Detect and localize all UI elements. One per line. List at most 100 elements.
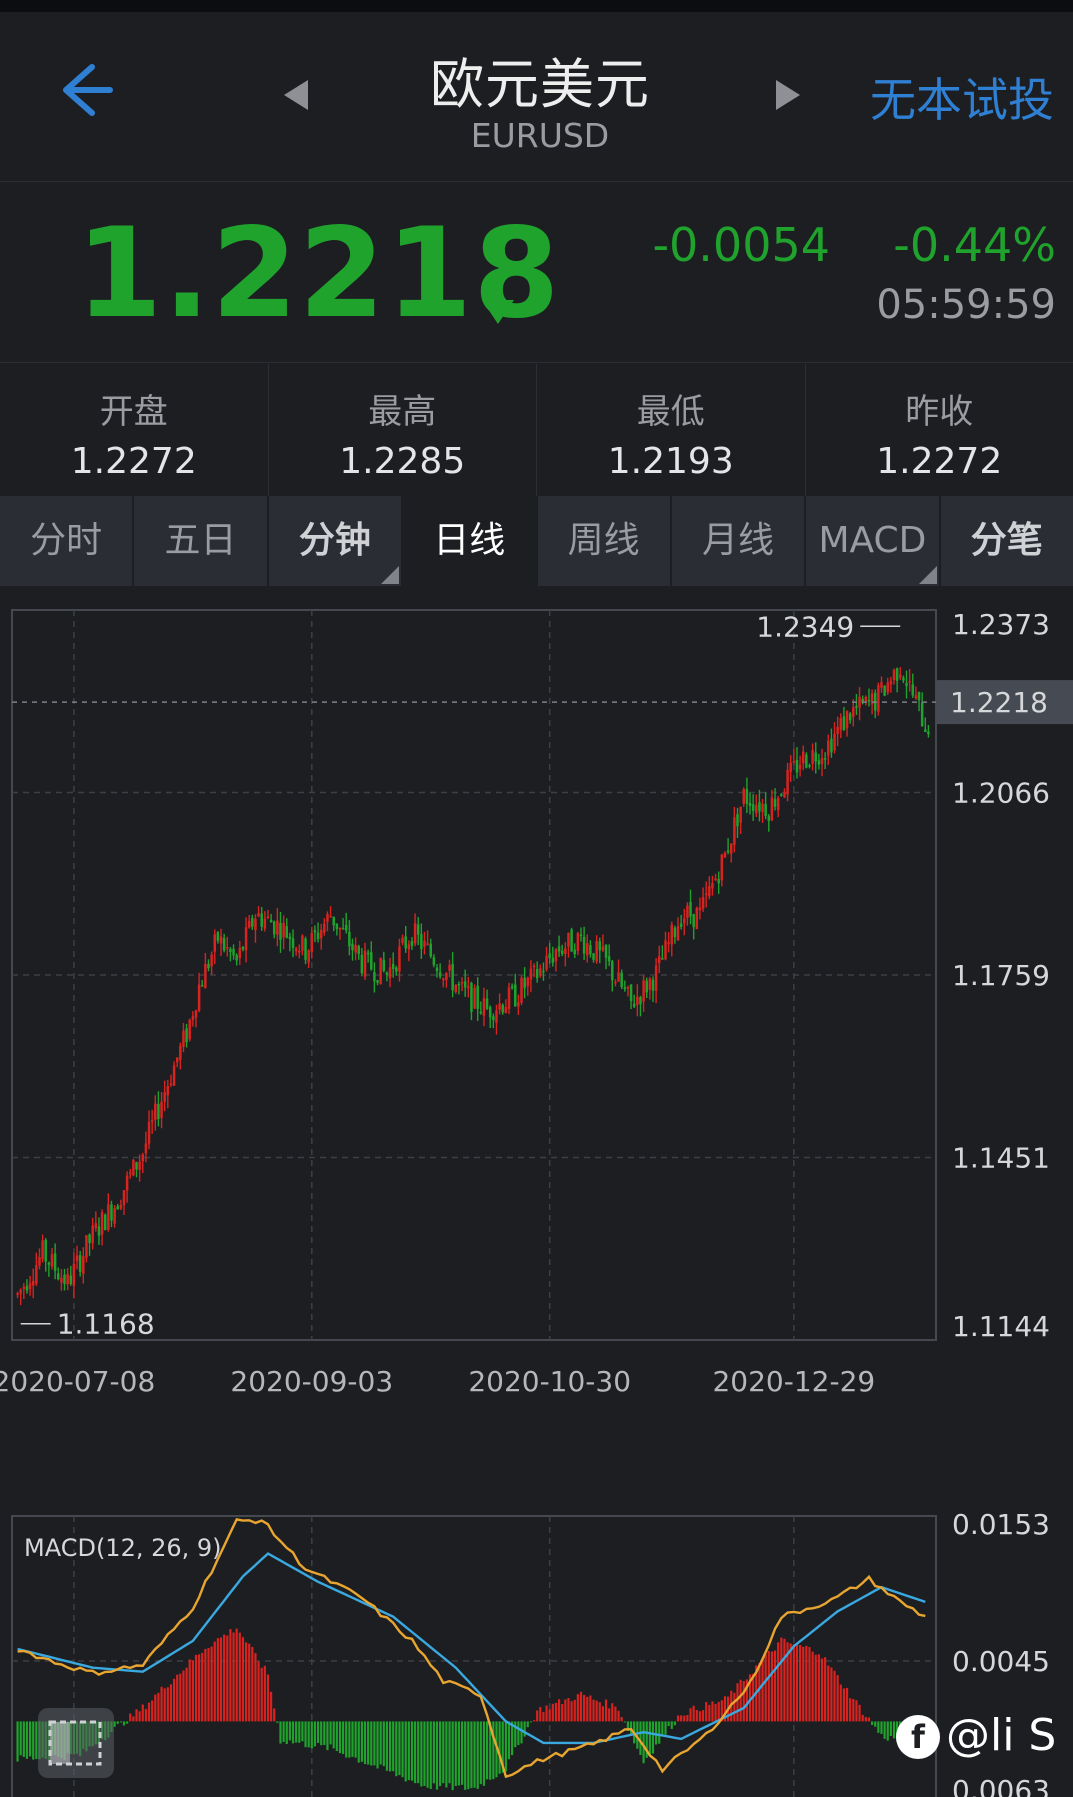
candle-body bbox=[651, 979, 655, 991]
macd-hist-bar bbox=[473, 1721, 476, 1788]
candle-body bbox=[125, 1175, 129, 1191]
candle-body bbox=[451, 964, 454, 991]
candle-body bbox=[911, 684, 915, 696]
candle-body bbox=[614, 981, 617, 984]
macd-hist-bar bbox=[439, 1721, 442, 1787]
next-symbol-icon[interactable] bbox=[768, 70, 808, 120]
candle-body bbox=[723, 852, 727, 858]
down-arrow-icon bbox=[482, 272, 514, 324]
candle-body bbox=[28, 1283, 32, 1290]
macd-hist-bar bbox=[28, 1721, 32, 1757]
candle-body bbox=[902, 677, 905, 681]
candle-body bbox=[53, 1253, 57, 1271]
candle-body bbox=[789, 762, 792, 772]
candle-body bbox=[664, 940, 667, 960]
macd-hist-bar bbox=[764, 1654, 767, 1722]
candle-body bbox=[416, 924, 420, 935]
candle-body bbox=[495, 1010, 498, 1023]
candle-body bbox=[517, 1002, 520, 1007]
macd-hist-bar bbox=[301, 1721, 304, 1742]
high-marker-label: 1.2349 bbox=[756, 610, 854, 643]
tab-daily[interactable]: 日线 bbox=[403, 496, 538, 586]
back-arrow-icon[interactable] bbox=[48, 55, 118, 125]
macd-hist-bar bbox=[266, 1674, 270, 1722]
chart-area[interactable]: 1.2349 1.1168 1.2373 1.2066 1.1759 1.1451 1.1… bbox=[0, 586, 1073, 1797]
quote-panel bbox=[0, 183, 1073, 363]
candle-body bbox=[589, 945, 592, 955]
candle-body bbox=[817, 760, 821, 765]
tab-label: 月线 bbox=[702, 520, 775, 561]
candle-body bbox=[22, 1286, 26, 1289]
candle-body bbox=[432, 957, 436, 966]
macd-hist-bar bbox=[855, 1700, 858, 1722]
candle-body bbox=[60, 1277, 63, 1283]
macd-hist-bar bbox=[498, 1721, 501, 1774]
tab-weekly[interactable]: 周线 bbox=[538, 496, 672, 586]
candle-body bbox=[166, 1086, 170, 1096]
macd-hist-bar bbox=[745, 1679, 748, 1722]
candle-body bbox=[473, 987, 476, 1009]
tab-intraday[interactable]: 分时 bbox=[0, 496, 135, 586]
trial-trade-button[interactable]: 无本试投 bbox=[870, 73, 1054, 127]
candle-body bbox=[276, 920, 279, 935]
tab-monthly[interactable]: 月线 bbox=[672, 496, 807, 586]
macd-hist-bar bbox=[122, 1721, 126, 1726]
candle-body bbox=[398, 946, 401, 972]
tab-ticks[interactable]: 分笔 bbox=[941, 496, 1073, 586]
candle-body bbox=[326, 914, 329, 922]
macd-hist-bar bbox=[138, 1711, 141, 1722]
macd-hist-bar bbox=[748, 1674, 752, 1722]
macd-hist-bar bbox=[526, 1721, 529, 1728]
macd-hist-bar bbox=[564, 1699, 567, 1722]
price-tick-label: 1.2066 bbox=[952, 777, 1050, 810]
candle-body bbox=[141, 1154, 145, 1162]
macd-hist-bar bbox=[858, 1704, 861, 1722]
macd-hist-bar bbox=[316, 1721, 320, 1743]
tab-label: 分笔 bbox=[970, 520, 1043, 561]
candle-body bbox=[279, 922, 282, 940]
macd-hist-bar bbox=[235, 1628, 238, 1722]
tab-minute[interactable]: 分钟 bbox=[269, 496, 404, 586]
candle-body bbox=[601, 946, 605, 951]
tab-label: 五日 bbox=[164, 520, 237, 561]
macd-hist-bar bbox=[313, 1721, 317, 1747]
candle-body bbox=[742, 789, 746, 804]
candle-body bbox=[304, 938, 307, 960]
macd-hist-bar bbox=[35, 1721, 38, 1760]
candle-body bbox=[488, 1007, 492, 1018]
macd-hist-bar bbox=[689, 1708, 692, 1722]
price-tick-label: 1.1144 bbox=[952, 1310, 1050, 1343]
candle-body bbox=[370, 952, 373, 970]
screenshot-icon[interactable] bbox=[38, 1708, 114, 1778]
candle-body bbox=[429, 943, 432, 957]
macd-hist-bar bbox=[367, 1721, 370, 1765]
macd-hist-bar bbox=[573, 1699, 576, 1722]
tab-macd[interactable]: MACD bbox=[806, 496, 941, 586]
candle-body bbox=[57, 1273, 60, 1280]
macd-hist-bar bbox=[658, 1721, 661, 1744]
macd-hist-bar bbox=[357, 1721, 360, 1763]
macd-hist-bar bbox=[880, 1721, 883, 1734]
macd-hist-bar bbox=[598, 1702, 601, 1722]
macd-hist-bar bbox=[379, 1721, 382, 1765]
candle-body bbox=[729, 843, 733, 854]
macd-hist-bar bbox=[651, 1721, 655, 1754]
macd-hist-bar bbox=[626, 1721, 630, 1731]
macd-hist-bar bbox=[342, 1721, 345, 1754]
price-tick-label: 1.1759 bbox=[952, 959, 1050, 992]
candle-body bbox=[886, 682, 889, 693]
macd-hist-bar bbox=[870, 1721, 874, 1725]
candle-body bbox=[47, 1262, 51, 1265]
macd-hist-bar bbox=[144, 1708, 147, 1722]
tab-five-day[interactable]: 五日 bbox=[134, 496, 269, 586]
candle-body bbox=[41, 1240, 44, 1260]
macd-hist-bar bbox=[210, 1646, 213, 1722]
prev-symbol-icon[interactable] bbox=[276, 70, 316, 120]
macd-hist-bar bbox=[811, 1651, 814, 1722]
macd-hist-bar bbox=[861, 1714, 864, 1722]
candle-body bbox=[232, 948, 235, 956]
candle-body bbox=[504, 1006, 508, 1014]
macd-hist-bar bbox=[119, 1721, 122, 1723]
candle-body bbox=[454, 984, 458, 993]
macd-hist-bar bbox=[464, 1721, 467, 1790]
